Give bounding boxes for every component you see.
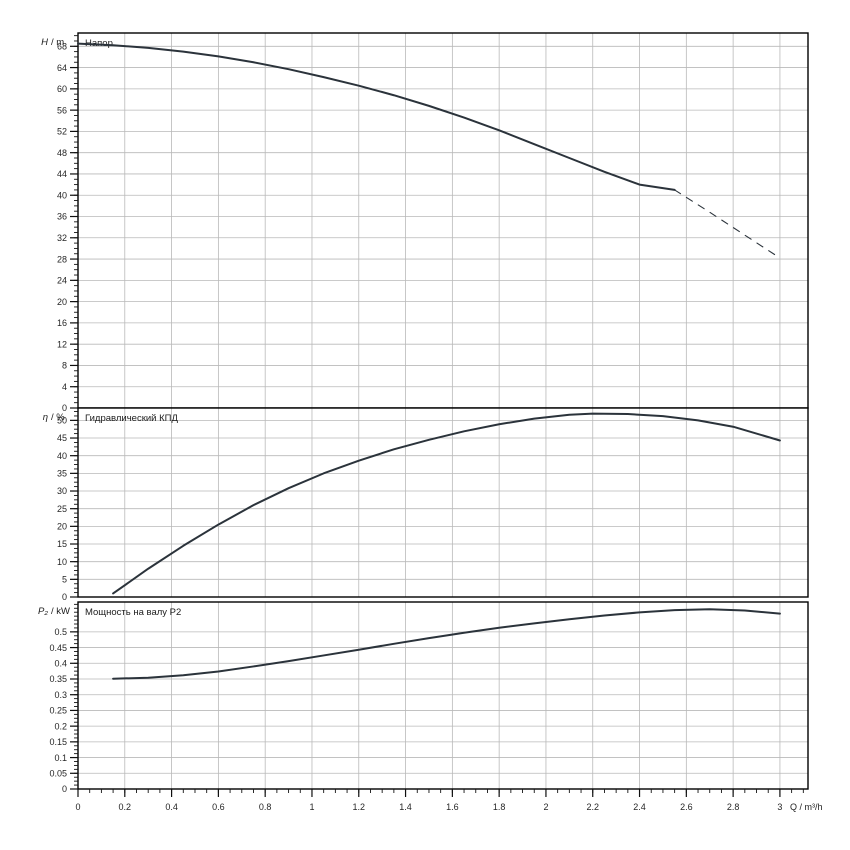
y-tick-label: 0 <box>62 784 67 794</box>
y-tick-label: 30 <box>57 486 67 496</box>
y-tick-label: 20 <box>57 522 67 532</box>
y-tick-label: 20 <box>57 297 67 307</box>
y-tick-label: 56 <box>57 105 67 115</box>
x-tick-label: 0.8 <box>259 802 272 812</box>
y-tick-label: 8 <box>62 361 67 371</box>
y-tick-label: 45 <box>57 433 67 443</box>
y-tick-label: 0.2 <box>54 721 67 731</box>
gridlines-vertical-head <box>124 33 781 408</box>
axis-unit-text: / kW <box>51 606 70 617</box>
y-tick-label: 32 <box>57 233 67 243</box>
panel-frame-power <box>77 601 809 790</box>
axis-symbol-label: H <box>41 37 48 48</box>
y-tick-label: 64 <box>57 63 67 73</box>
axis-unit-text: / % <box>51 412 65 423</box>
y-tick-label: 0.45 <box>49 643 67 653</box>
panel-frame-efficiency <box>77 407 809 598</box>
x-tick-label: 2.2 <box>586 802 599 812</box>
curve-name-power: Мощность на валу P2 <box>85 607 181 618</box>
y-tick-label: 52 <box>57 127 67 137</box>
y-tick-label: 0.15 <box>49 737 67 747</box>
y-tick-label: 15 <box>57 539 67 549</box>
gridlines-horizontal-head <box>78 45 808 388</box>
x-axis-ticks: 0 0.2 0.4 0.6 0.8 1 1.2 1.4 1.6 1.8 2 2.2 2.4 2.6 2.8 3… <box>75 789 823 812</box>
axis-unit-label-efficiency: η / % <box>43 412 66 423</box>
gridlines-vertical-efficiency <box>124 408 781 597</box>
y-axis-ticks-efficiency: 0 5 10 15 20 25 30 35 40 45 50 <box>57 411 78 602</box>
x-axis-unit-label: Q / m³/h <box>790 802 823 812</box>
y-tick-label: 0.1 <box>54 753 67 763</box>
series-line-head-0 <box>77 42 676 191</box>
curve-name-head: Напор <box>85 38 113 49</box>
gridlines-horizontal-power <box>78 631 808 774</box>
y-tick-label: 5 <box>62 575 67 585</box>
y-tick-label: 50 <box>57 416 67 426</box>
x-tick-label: 2.4 <box>633 802 646 812</box>
y-tick-label: 36 <box>57 212 67 222</box>
x-tick-label: 1.6 <box>446 802 459 812</box>
x-tick-label: 1.2 <box>353 802 366 812</box>
y-tick-label: 0.35 <box>49 674 67 684</box>
y-tick-label: 44 <box>57 169 67 179</box>
series-line-head-1 <box>674 189 781 259</box>
x-tick-label: 1.4 <box>399 802 412 812</box>
y-tick-label: 28 <box>57 254 67 264</box>
x-tick-label: 2 <box>543 802 548 812</box>
y-tick-label: 25 <box>57 504 67 514</box>
y-tick-label: 48 <box>57 148 67 158</box>
x-tick-label: 0 <box>75 802 80 812</box>
y-tick-label: 10 <box>57 557 67 567</box>
y-tick-label: 0.5 <box>54 627 67 637</box>
y-tick-label: 0.25 <box>49 706 67 716</box>
series-line-efficiency-0 <box>112 412 781 595</box>
y-tick-label: 24 <box>57 276 67 286</box>
x-tick-label: 0.2 <box>119 802 132 812</box>
y-tick-label: 60 <box>57 84 67 94</box>
x-tick-label: 2.6 <box>680 802 693 812</box>
y-tick-label: 40 <box>57 451 67 461</box>
y-tick-label: 35 <box>57 469 67 479</box>
x-tick-label: 0.6 <box>212 802 225 812</box>
x-tick-label: 2.8 <box>727 802 740 812</box>
y-tick-label: 12 <box>57 339 67 349</box>
axis-symbol-label: η <box>43 412 48 423</box>
panel-background-power <box>78 602 808 789</box>
y-tick-label: 0 <box>62 592 67 602</box>
y-tick-label: 4 <box>62 382 67 392</box>
x-tick-label: 1 <box>309 802 314 812</box>
axis-symbol-label: P₂ <box>38 606 48 617</box>
series-line-power-0 <box>112 608 781 680</box>
x-tick-label: 3 <box>777 802 782 812</box>
y-axis-ticks-power: 0 0.05 0.1 0.15 0.2 0.25 0.3 0.35 0.4 0.45 0.5 <box>49 603 78 794</box>
y-tick-label: 0 <box>62 403 67 413</box>
y-tick-label: 40 <box>57 190 67 200</box>
gridlines-horizontal-efficiency <box>78 419 808 580</box>
curve-name-efficiency: Гидравлический КПД <box>85 413 178 424</box>
y-tick-label: 0.3 <box>54 690 67 700</box>
x-tick-label: 0.4 <box>165 802 178 812</box>
y-tick-label: 16 <box>57 318 67 328</box>
axis-unit-label-head: H / m <box>41 37 64 48</box>
y-tick-label: 0.05 <box>49 768 67 778</box>
axis-unit-text: / m <box>51 37 64 48</box>
y-tick-label: 68 <box>57 41 67 51</box>
panel-power: 0 0.05 0.1 0.15 0.2 0.25 0.3 0.35 0.4 0.45 0.5 P₂ / … <box>38 601 823 812</box>
y-tick-label: 0.4 <box>54 658 67 668</box>
axis-unit-label-power: P₂ / kW <box>38 606 70 617</box>
x-tick-label: 1.8 <box>493 802 506 812</box>
